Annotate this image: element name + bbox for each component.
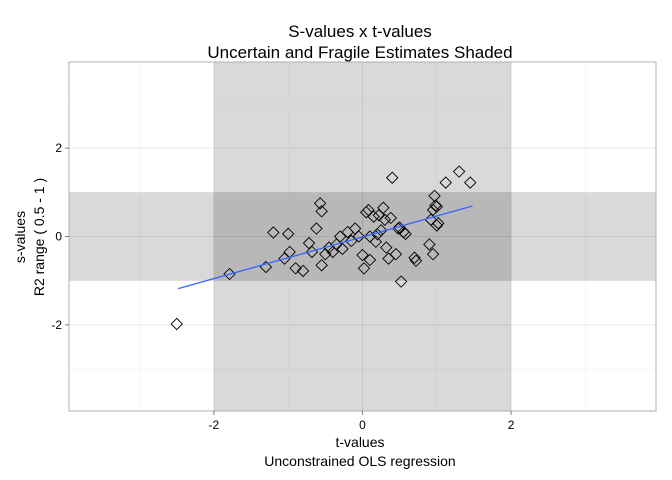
data-point [384,211,397,225]
data-point [223,267,236,281]
chart-title: S-values x t-values Uncertain and Fragil… [207,22,512,62]
data-point [423,238,436,251]
y-axis-title: s-values R2 range ( 0.5 - 1 ) [12,178,47,296]
data-point [372,209,386,222]
data-point [430,200,444,213]
data-point [333,230,347,243]
x-axis-title-line-1: t-values [335,434,384,450]
data-point [394,275,408,288]
data-point [315,258,328,272]
x-tick-label: 2 [508,418,515,432]
data-point [310,222,323,235]
x-tick-label: -2 [209,418,220,432]
chart-title-line-2: Uncertain and Fragile Estimates Shaded [207,43,512,62]
y-tick-label: 2 [55,141,62,155]
y-axis-title-line-2: R2 range ( 0.5 - 1 ) [31,178,47,296]
data-point [170,317,183,331]
x-axis-title: t-values Unconstrained OLS regression [264,434,455,469]
data-point [281,227,295,241]
data-point [464,176,477,189]
data-point [336,242,349,256]
y-tick-label: 0 [55,230,62,244]
y-axis-title-line-1: s-values [12,211,28,263]
chart-title-line-1: S-values x t-values [288,22,432,41]
data-point [439,176,452,189]
data-point [313,197,327,210]
data-point [363,253,377,267]
data-point [385,171,399,184]
x-axis-title-line-2: Unconstrained OLS regression [264,453,455,469]
data-point [369,235,383,249]
data-point [319,247,332,261]
data-point [408,251,421,264]
data-point [428,189,441,203]
data-point [432,217,445,230]
data-point [380,241,393,254]
data-point [352,230,366,243]
data-point [359,205,373,219]
data-point [409,254,423,268]
x-tick-label: 0 [359,418,366,432]
data-point [296,264,310,278]
data-point [356,248,369,262]
y-tick-label: -2 [51,318,62,332]
data-point [315,205,328,218]
data-point [452,165,466,178]
data-point [367,210,380,223]
plot-panel: -2 0 2 -2 0 2 [51,61,657,432]
data-point [371,228,384,241]
data-point [389,247,403,261]
data-point [426,247,440,261]
data-point [289,262,302,275]
axes: -2 0 2 -2 0 2 [51,141,514,432]
data-point [267,226,280,239]
data-point [377,201,390,215]
data-points [170,165,477,331]
data-point [378,213,392,226]
data-point [426,203,440,217]
data-point [363,230,377,243]
data-point [374,224,388,237]
data-point [357,262,371,275]
data-point [399,227,412,241]
data-point [382,252,395,265]
regression-line [178,205,473,290]
